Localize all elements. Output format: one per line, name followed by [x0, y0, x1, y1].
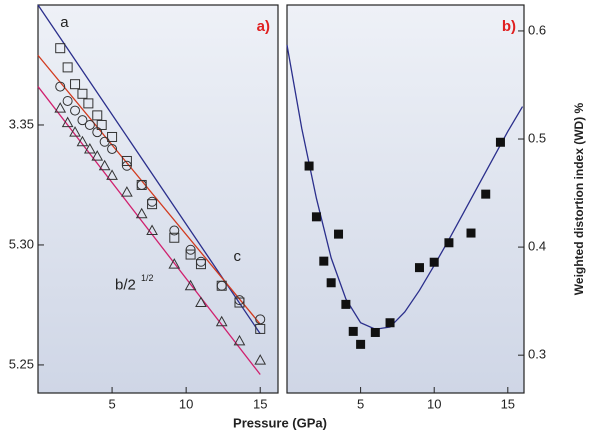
- circle-marker: [84, 119, 95, 130]
- filled-square-marker: [356, 339, 366, 349]
- triangle-marker: [184, 279, 197, 291]
- triangle-marker: [91, 150, 104, 161]
- filled-square-marker: [304, 161, 314, 171]
- square-marker: [107, 131, 118, 142]
- panel: [286, 4, 525, 394]
- filled-square-marker: [466, 228, 476, 238]
- x-tick-label: 5: [357, 396, 364, 411]
- square-marker: [77, 88, 88, 99]
- triangle-marker: [54, 102, 67, 113]
- annotation: c: [234, 248, 242, 265]
- square-marker: [83, 98, 94, 109]
- square-marker: [255, 323, 266, 334]
- y2-tick-label: 0.3: [528, 347, 546, 362]
- circle-marker: [107, 143, 118, 154]
- circle-marker: [185, 244, 196, 255]
- y2-tick-label: 0.6: [528, 22, 546, 37]
- y2-axis-label: Weighted distortion index (WD) %: [572, 102, 586, 295]
- filled-square-marker: [348, 326, 358, 336]
- triangle-marker: [168, 258, 181, 269]
- filled-square-marker: [326, 278, 336, 288]
- panel-label: b): [502, 18, 516, 35]
- square-marker: [169, 232, 180, 243]
- circle-marker: [99, 136, 110, 147]
- triangle-marker: [254, 354, 267, 365]
- fit-line: [286, 44, 524, 330]
- triangle-marker: [121, 186, 133, 197]
- y-tick-label: 3.35: [9, 116, 34, 131]
- panel-label: a): [257, 18, 270, 35]
- square-marker: [195, 259, 206, 270]
- y2-tick-label: 0.5: [528, 130, 546, 145]
- x-tick-label: 15: [253, 396, 267, 411]
- filled-square-marker: [370, 327, 380, 337]
- x-tick-label: 10: [179, 396, 193, 411]
- y-tick-label: 5.25: [9, 356, 34, 371]
- x-tick-label: 15: [501, 396, 515, 411]
- triangle-marker: [233, 334, 246, 346]
- triangle-marker: [61, 116, 74, 128]
- triangle-marker: [69, 126, 81, 137]
- filled-square-marker: [444, 238, 454, 248]
- filled-square-marker: [334, 229, 344, 239]
- x-axis-label: Pressure (GPa): [233, 415, 327, 430]
- square-marker: [96, 119, 107, 130]
- circle-marker: [216, 280, 227, 291]
- square-marker: [121, 155, 132, 166]
- circle-marker: [121, 160, 132, 171]
- circle-marker: [77, 115, 88, 126]
- circle-marker: [147, 196, 158, 207]
- triangle-marker: [76, 135, 89, 147]
- filled-square-marker: [481, 189, 491, 199]
- filled-square-marker: [385, 318, 395, 328]
- circle-marker: [70, 105, 81, 116]
- circle-marker: [62, 95, 73, 106]
- panel: [37, 4, 279, 394]
- annotation: b/2: [115, 277, 136, 294]
- filled-square-marker: [414, 263, 424, 273]
- filled-square-marker: [311, 212, 321, 222]
- x-tick-label: 10: [427, 396, 441, 411]
- annotation-superscript: 1/2: [141, 273, 154, 283]
- circle-marker: [255, 314, 266, 325]
- y2-tick-label: 0.4: [528, 239, 546, 254]
- y-tick-label: 5.30: [9, 236, 34, 251]
- circle-marker: [234, 295, 245, 306]
- filled-square-marker: [429, 257, 439, 267]
- filled-square-marker: [319, 256, 329, 266]
- triangle-marker: [146, 224, 158, 236]
- triangle-marker: [106, 169, 118, 180]
- square-marker: [185, 249, 196, 260]
- square-marker: [147, 199, 158, 210]
- circle-marker: [136, 179, 147, 190]
- filled-square-marker: [341, 299, 351, 309]
- square-marker: [92, 110, 103, 121]
- square-marker: [55, 43, 66, 54]
- circle-marker: [55, 81, 66, 92]
- square-marker: [70, 79, 81, 90]
- triangle-marker: [135, 207, 148, 219]
- triangle-marker: [98, 159, 111, 171]
- fit-line: [37, 54, 261, 325]
- annotation: a: [60, 14, 69, 31]
- triangle-marker: [215, 315, 228, 327]
- square-marker: [62, 62, 73, 73]
- square-marker: [234, 297, 245, 308]
- circle-marker: [92, 127, 103, 138]
- circle-marker: [169, 225, 180, 236]
- circle-marker: [195, 256, 206, 267]
- x-tick-label: 5: [108, 396, 115, 411]
- triangle-marker: [195, 296, 207, 308]
- filled-square-marker: [495, 137, 505, 147]
- triangle-marker: [84, 142, 96, 154]
